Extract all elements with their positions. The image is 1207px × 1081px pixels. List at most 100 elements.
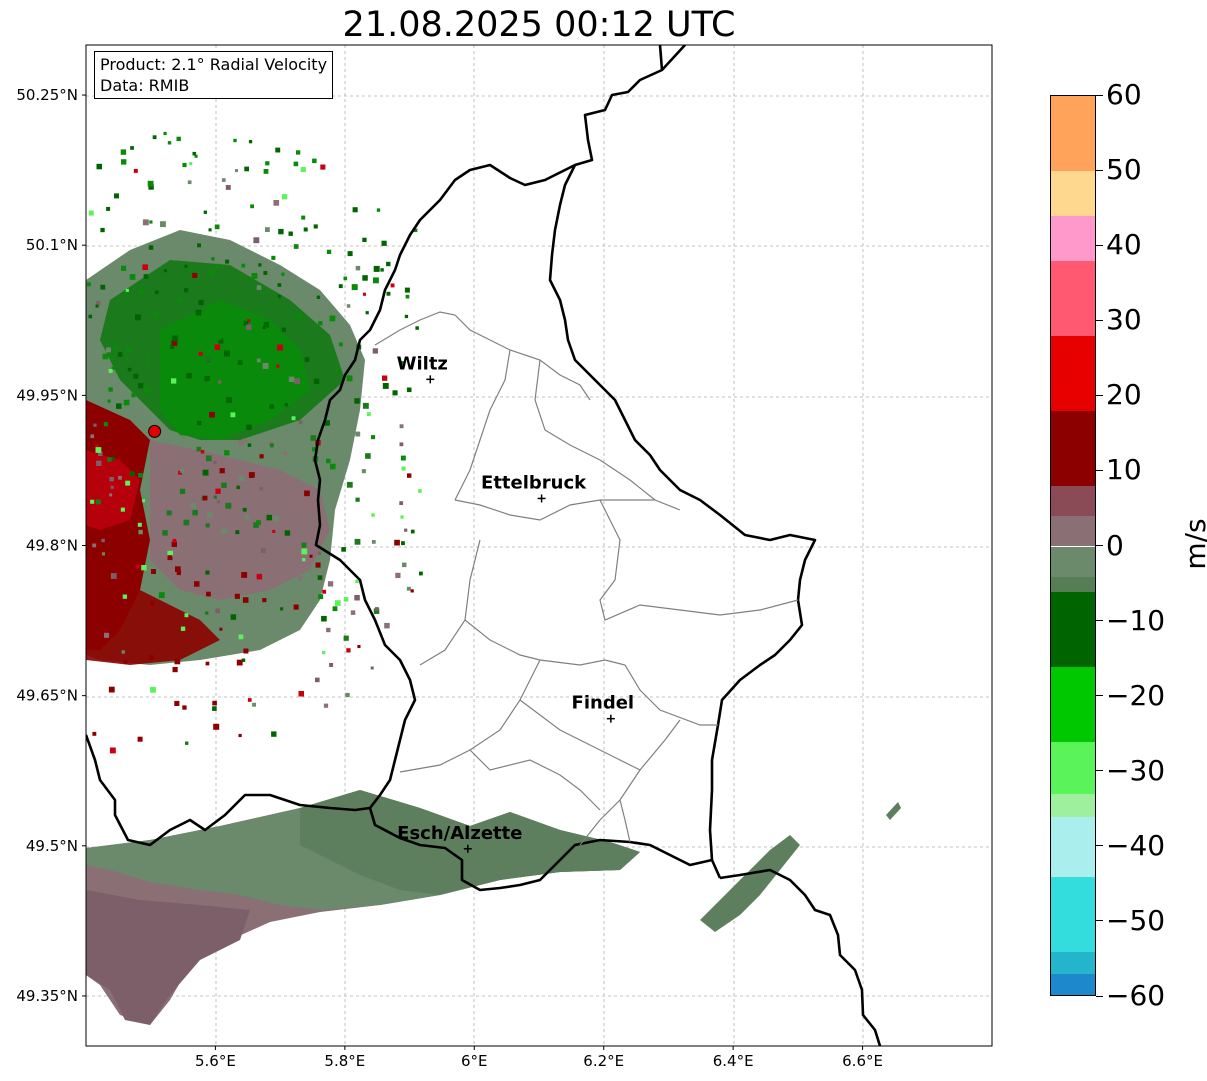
echo-pixel (241, 572, 248, 578)
echo-pixel (362, 292, 366, 296)
echo-pixel (282, 194, 288, 200)
echo-pixel (137, 736, 143, 742)
echo-pixel (418, 489, 422, 493)
echo-pixel (180, 626, 186, 631)
echo-pixel (285, 418, 290, 424)
echo-pixel (236, 485, 240, 490)
echo-pixel (293, 244, 299, 249)
echo-pixel (101, 538, 105, 543)
echo-pixel (352, 207, 358, 213)
echo-pixel (172, 667, 178, 673)
product-label: Product: 2.1° Radial Velocity (100, 55, 328, 74)
echo-pixel (317, 575, 323, 580)
echo-pixel (238, 733, 242, 738)
echo-pixel (301, 548, 308, 555)
y-tick-label: 49.8°N (26, 537, 78, 555)
echo-pixel (346, 304, 351, 308)
city-label-wiltz: Wiltz (397, 353, 448, 374)
colorbar-tick-mark (1096, 94, 1103, 96)
echo-pixel (285, 320, 289, 324)
echo-pixel (133, 168, 138, 173)
colorbar-tick-mark (1096, 469, 1103, 471)
echo-pixel (204, 376, 210, 382)
colorbar-tick-label: 10 (1106, 453, 1142, 487)
echo-pixel (395, 572, 401, 578)
echo-pixel (113, 345, 119, 350)
echo-pixel (131, 392, 136, 398)
echo-pixel (284, 403, 288, 407)
echo-pixel (234, 314, 240, 320)
echo-pixel (313, 378, 320, 384)
echo-pixel (121, 159, 127, 165)
echo-pixel (247, 443, 252, 447)
echo-pixel (280, 607, 284, 611)
echo-pixel (315, 384, 319, 388)
echo-pixel (317, 570, 322, 575)
echo-pixel (184, 288, 189, 293)
echo-pixel (373, 608, 380, 614)
echo-pixel (182, 162, 187, 168)
echo-pixel (192, 151, 197, 156)
echo-pixel (177, 298, 182, 303)
echo-pixel (96, 558, 102, 564)
echo-pixel (401, 466, 406, 471)
colorbar-segment (1051, 546, 1095, 577)
echo-scatter (86, 131, 423, 754)
echo-pixel (281, 327, 286, 332)
echo-pixel (343, 635, 349, 641)
echo-pixel (189, 273, 193, 277)
echo-pixel (329, 663, 334, 667)
echo-pixel (107, 399, 111, 403)
echo-pixel (174, 658, 181, 665)
echo-pixel (130, 146, 134, 150)
echo-pixel (215, 334, 222, 341)
echo-pixel (309, 554, 313, 558)
echo-pixel (221, 178, 226, 182)
echo-pixel (263, 169, 269, 174)
x-tick-label: 6.4°E (713, 1052, 754, 1070)
colorbar-tick-label: 40 (1106, 228, 1142, 262)
echo-pixel (406, 387, 412, 393)
echo-pixel (301, 542, 307, 548)
echo-pixel (327, 581, 334, 587)
colorbar-tick-label: −20 (1106, 678, 1166, 712)
echo-pixel (289, 368, 293, 372)
echo-pixel (149, 655, 154, 660)
echo-pixel (219, 468, 225, 474)
echo-pixel (120, 149, 127, 155)
echo-pixel (323, 703, 329, 708)
echo-pixel (110, 485, 114, 489)
colorbar-tick-label: −40 (1106, 828, 1166, 862)
echo-pixel (256, 573, 263, 580)
echo-pixel (406, 586, 411, 591)
echo-pixel (243, 648, 249, 654)
echo-pixel (245, 515, 250, 520)
echo-pixel (95, 444, 99, 448)
colorbar-tick-label: −30 (1106, 753, 1166, 787)
echo-pixel (151, 569, 156, 574)
echo-pixel (256, 358, 261, 363)
city-markers: Wiltz Ettelbruck Findel Esch/Alzette (397, 353, 634, 853)
echo-pixel (224, 450, 230, 456)
echo-pixel (354, 398, 360, 404)
echo-pixel (160, 221, 166, 228)
echo-pixel (204, 286, 208, 290)
echo-pixel (176, 136, 181, 142)
echo-pixel (277, 283, 282, 287)
echo-pixel (86, 282, 91, 287)
echo-pixel (167, 555, 173, 561)
echo-pixel (392, 390, 398, 396)
echo-pixel (334, 368, 339, 372)
echo-pixel (121, 265, 127, 271)
echo-pixel (225, 185, 231, 190)
echo-pixel (320, 164, 326, 170)
echo-pixel (148, 245, 154, 250)
echo-pixel (186, 373, 192, 379)
echo-pixel (183, 519, 190, 526)
echo-pixel (214, 344, 221, 350)
echo-pixel (96, 460, 102, 466)
echo-pixel (298, 420, 303, 425)
echo-pixel (347, 251, 353, 257)
echo-pixel (100, 227, 105, 233)
echo-pixel (95, 447, 102, 453)
